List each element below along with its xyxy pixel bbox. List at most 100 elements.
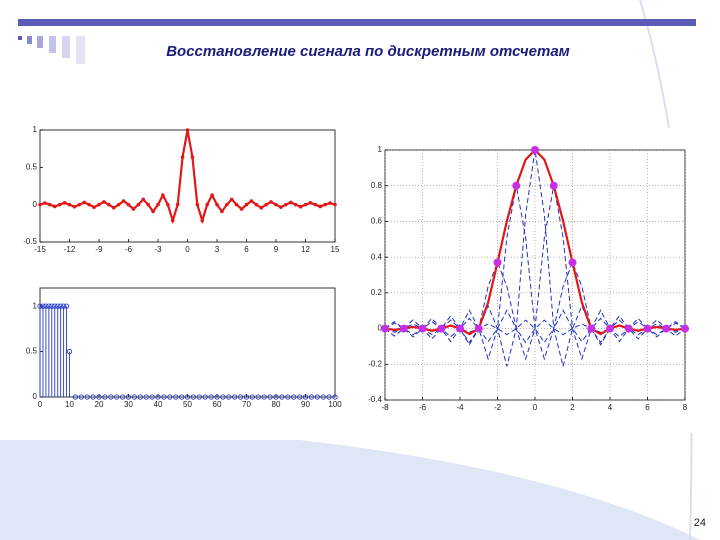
marker xyxy=(399,324,408,333)
marker xyxy=(549,181,558,190)
marker xyxy=(215,202,219,207)
chart: -15 -12 -9 -6 -3 0 3 6 9 12 15 -0.5 0 0.5 1 xyxy=(23,125,340,254)
marker xyxy=(234,202,239,207)
stem-marker xyxy=(202,394,208,400)
stem-marker xyxy=(237,394,244,400)
marker xyxy=(43,201,47,205)
y-tick-label: 0.5 xyxy=(26,347,38,356)
marker xyxy=(313,202,318,207)
marker xyxy=(141,197,146,202)
stem-marker xyxy=(255,394,261,400)
y-tick-label: 0.8 xyxy=(371,181,383,190)
decor-square xyxy=(62,36,70,58)
y-tick-label: 0.2 xyxy=(371,288,383,297)
stem-marker xyxy=(243,394,250,400)
stem-marker xyxy=(320,394,326,400)
marker xyxy=(269,200,273,204)
marker xyxy=(333,202,337,207)
marker xyxy=(77,202,82,207)
plot-area xyxy=(39,129,336,243)
stem-marker xyxy=(60,303,67,309)
marker xyxy=(67,202,72,207)
marker xyxy=(195,202,200,207)
background-shape xyxy=(0,440,700,540)
x-tick-label: 2 xyxy=(570,403,575,412)
marker xyxy=(131,207,136,211)
marker xyxy=(323,202,327,207)
marker xyxy=(249,199,254,203)
x-tick-label: 60 xyxy=(213,400,222,409)
stem-marker xyxy=(326,394,332,400)
stem-marker xyxy=(55,303,61,309)
marker xyxy=(200,218,205,223)
stem-marker xyxy=(155,394,161,400)
y-tick-label: -0.5 xyxy=(23,237,37,246)
stem-marker xyxy=(66,348,73,355)
x-tick-label: -4 xyxy=(456,403,464,412)
marker xyxy=(52,204,57,209)
x-tick-label: 30 xyxy=(124,400,133,409)
stem-marker xyxy=(40,303,46,309)
top-bar xyxy=(18,19,696,26)
stem-marker xyxy=(232,394,238,400)
marker xyxy=(264,202,268,207)
marker xyxy=(279,205,283,210)
stem-marker xyxy=(302,394,309,400)
marker xyxy=(156,202,160,207)
decor-squares xyxy=(18,36,85,64)
marker xyxy=(57,202,62,207)
x-tick-label: -9 xyxy=(95,245,103,254)
x-tick-label: -6 xyxy=(419,403,427,412)
marker xyxy=(166,202,170,207)
stem-marker xyxy=(226,394,232,400)
marker xyxy=(161,193,165,197)
marker xyxy=(437,324,446,333)
stem-marker xyxy=(196,394,202,400)
stem-marker xyxy=(190,394,197,400)
marker xyxy=(225,202,229,207)
stem-marker xyxy=(96,394,102,400)
x-tick-label: -15 xyxy=(34,245,46,254)
stem-marker xyxy=(149,394,155,400)
stem-marker xyxy=(131,394,138,400)
y-tick-label: 1 xyxy=(378,145,383,154)
marker xyxy=(210,193,214,197)
marker xyxy=(318,204,323,209)
x-tick-label: -8 xyxy=(381,403,389,412)
decor-square xyxy=(49,36,56,53)
stem-marker xyxy=(90,394,96,400)
marker xyxy=(288,200,293,205)
marker xyxy=(587,324,596,333)
series-line xyxy=(384,149,686,367)
stem-marker xyxy=(308,394,315,400)
marker xyxy=(205,202,209,207)
stem-marker xyxy=(167,394,173,400)
marker xyxy=(180,155,185,159)
marker xyxy=(185,128,190,132)
y-tick-label: 0.6 xyxy=(371,217,383,226)
stem-marker xyxy=(279,394,285,400)
y-tick-label: -0.2 xyxy=(368,359,382,368)
decor-square xyxy=(76,36,85,64)
marker xyxy=(229,197,234,202)
marker xyxy=(284,202,288,207)
chart: 0 10 20 30 40 50 60 70 80 90 100 0 0.5 1 xyxy=(26,287,342,409)
decor-square xyxy=(37,36,43,48)
marker xyxy=(474,324,483,333)
marker xyxy=(274,202,278,207)
marker xyxy=(190,155,195,159)
marker xyxy=(38,202,42,207)
stem-marker xyxy=(178,394,185,400)
stem-marker xyxy=(296,394,303,400)
stem-marker xyxy=(214,394,220,400)
marker xyxy=(82,200,87,205)
stem-marker xyxy=(173,394,179,400)
marker xyxy=(298,204,303,209)
slide-title: Восстановление сигнала по дискретным отс… xyxy=(166,43,570,60)
x-tick-label: -12 xyxy=(64,245,76,254)
marker xyxy=(244,202,249,207)
series-line xyxy=(384,185,686,361)
x-tick-label: 12 xyxy=(301,245,310,254)
marker xyxy=(624,324,633,333)
